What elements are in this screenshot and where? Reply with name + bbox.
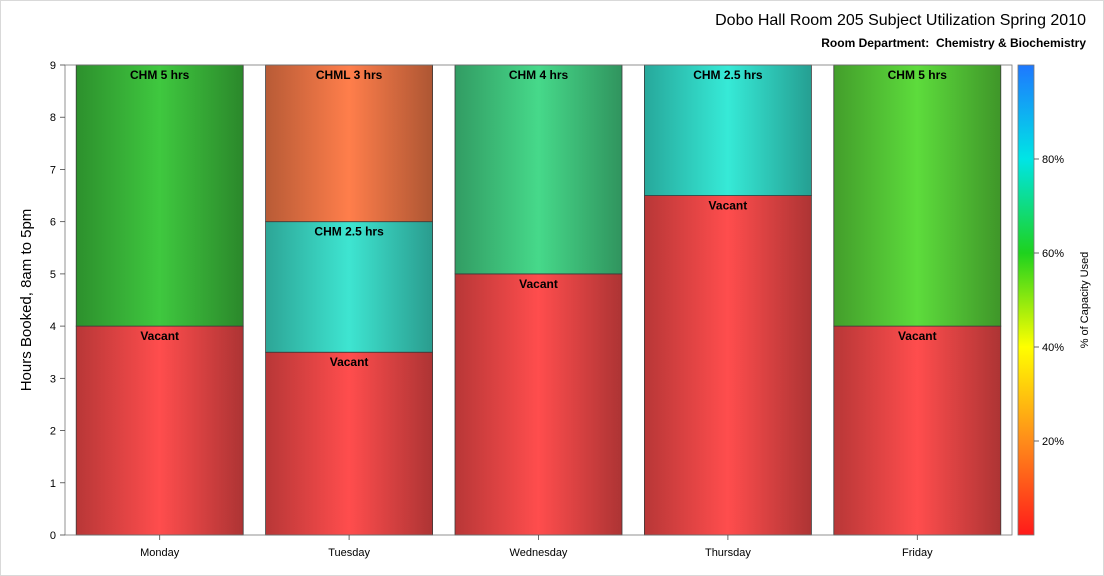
bar-segment	[265, 64, 434, 223]
bar-segment	[75, 64, 244, 327]
segment-label: CHM 4 hrs	[509, 68, 569, 82]
segment-label: CHML 3 hrs	[316, 68, 383, 82]
colorbar-label: % of Capacity Used	[1079, 252, 1091, 349]
bar-segment	[833, 64, 1002, 327]
segment-label: CHM 5 hrs	[888, 68, 948, 82]
colorbar-tick-label: 60%	[1042, 248, 1064, 260]
bar-segment	[454, 64, 623, 275]
segment-label: Vacant	[709, 199, 748, 213]
y-tick-label: 6	[50, 217, 56, 229]
bar-segment	[644, 195, 812, 536]
segment-label: Vacant	[330, 355, 369, 369]
colorbar-tick-label: 20%	[1042, 436, 1064, 448]
segment-label: CHM 2.5 hrs	[693, 68, 763, 82]
y-tick-label: 4	[50, 321, 56, 333]
y-tick-label: 5	[50, 269, 56, 281]
colorbar-tick-label: 40%	[1042, 342, 1064, 354]
bar-segment	[265, 351, 434, 536]
x-tick-label: Thursday	[705, 547, 751, 559]
x-tick-label: Monday	[140, 547, 180, 559]
colorbar-tick-label: 80%	[1042, 154, 1064, 166]
segment-label: CHM 2.5 hrs	[314, 225, 384, 239]
bar-segment	[833, 325, 1002, 536]
y-tick-label: 0	[50, 530, 56, 542]
x-tick-label: Friday	[902, 547, 933, 559]
y-tick-label: 2	[50, 426, 56, 438]
bar-segment	[454, 273, 623, 536]
y-tick-label: 9	[50, 60, 56, 72]
chart-title: Dobo Hall Room 205 Subject Utilization S…	[715, 12, 1086, 29]
chart-subtitle: Room Department: Chemistry & Biochemistr…	[821, 36, 1086, 50]
segment-label: CHM 5 hrs	[130, 68, 190, 82]
bar-segment	[644, 64, 812, 196]
y-tick-label: 1	[50, 478, 56, 490]
bar-segment	[265, 221, 434, 353]
y-axis-label: Hours Booked, 8am to 5pm	[18, 209, 35, 392]
segment-label: Vacant	[140, 329, 179, 343]
x-tick-label: Wednesday	[510, 547, 568, 559]
segment-label: Vacant	[519, 277, 558, 291]
x-tick-label: Tuesday	[328, 547, 370, 559]
segment-label: Vacant	[898, 329, 937, 343]
colorbar-scale	[1017, 64, 1035, 536]
y-tick-label: 8	[50, 112, 56, 124]
y-tick-label: 3	[50, 373, 56, 385]
bar-segment	[75, 325, 244, 536]
y-tick-label: 7	[50, 164, 56, 176]
